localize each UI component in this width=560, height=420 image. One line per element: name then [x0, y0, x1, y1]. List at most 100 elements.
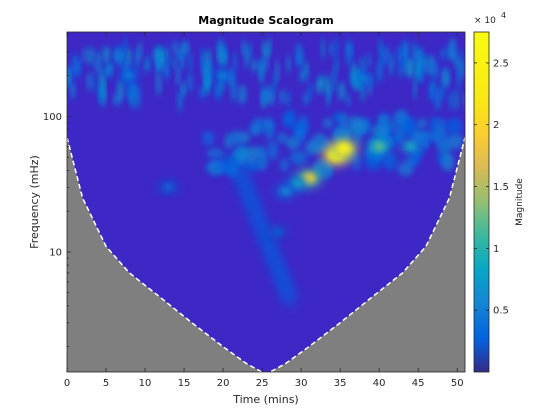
texture-streak	[156, 71, 161, 96]
texture-streak	[83, 47, 88, 63]
scalogram-texture	[67, 35, 465, 307]
texture-streak	[269, 90, 275, 106]
texture-streak	[70, 80, 75, 100]
texture-ridge	[281, 286, 298, 307]
texture-streak	[418, 68, 423, 84]
texture-streak	[316, 78, 324, 94]
texture-streak	[268, 37, 272, 56]
texture-streak	[173, 55, 177, 71]
texture-streak	[238, 84, 246, 105]
cone-of-influence-boundary	[67, 137, 465, 372]
texture-streak	[396, 45, 403, 67]
texture-streak	[334, 37, 339, 61]
texture-streak	[428, 80, 435, 102]
texture-streak	[204, 75, 209, 96]
texture-streak	[440, 86, 445, 101]
texture-blob	[441, 152, 455, 172]
y-tick-label: 100	[43, 112, 62, 123]
texture-streak	[177, 89, 183, 113]
hotspot-core	[124, 72, 134, 80]
texture-blob	[402, 118, 411, 135]
texture-streak	[248, 41, 252, 61]
texture-streak	[448, 46, 455, 62]
plot-frame	[66, 31, 466, 373]
hotspot-core	[405, 142, 416, 151]
texture-streak	[295, 42, 303, 68]
texture-streak	[88, 46, 94, 67]
texture-streak	[454, 90, 459, 112]
texture-streak	[87, 71, 93, 92]
texture-blob	[263, 117, 274, 131]
texture-streak	[360, 55, 366, 77]
y-tick-label: 10	[49, 247, 62, 258]
texture-streak	[251, 58, 258, 73]
texture-streak	[389, 52, 394, 77]
texture-streak	[299, 69, 305, 83]
texture-streak	[423, 53, 429, 77]
texture-blob	[333, 126, 343, 141]
texture-streak	[459, 49, 464, 71]
colorbar-tick-label: 1	[493, 244, 499, 255]
texture-streak	[67, 65, 70, 90]
texture-streak	[215, 81, 220, 97]
texture-blob	[289, 150, 308, 166]
texture-streak	[338, 81, 345, 101]
texture-blob	[417, 135, 430, 146]
texture-streak	[167, 55, 171, 68]
texture-streak	[187, 72, 193, 93]
x-tick-label: 0	[64, 378, 70, 389]
texture-blob	[377, 114, 388, 135]
texture-streak	[449, 90, 454, 111]
x-axis-label: Time (mins)	[232, 393, 298, 406]
texture-streak	[176, 64, 181, 88]
texture-streak	[376, 59, 383, 83]
texture-streak	[103, 45, 110, 64]
texture-streak	[159, 48, 166, 66]
texture-streak	[200, 45, 204, 71]
texture-streak	[346, 92, 351, 107]
texture-streak	[332, 66, 337, 93]
colorbar-tick-label: 2.5	[493, 58, 509, 69]
texture-blob	[352, 152, 362, 171]
texture-streak	[181, 80, 185, 97]
colorbar-multiplier: × 10	[474, 16, 496, 26]
x-tick-label: 20	[217, 378, 230, 389]
texture-blob	[323, 160, 333, 179]
x-tick-label: 10	[139, 378, 152, 389]
colorbar-tick-label: 2	[493, 120, 499, 131]
x-tick-label: 30	[295, 378, 308, 389]
hotspot-core	[358, 75, 369, 83]
texture-streak	[308, 81, 313, 101]
texture-streak	[127, 79, 134, 101]
texture-blob	[445, 117, 463, 135]
texture-streak	[199, 84, 206, 100]
texture-streak	[321, 38, 325, 59]
texture-blob	[394, 126, 404, 140]
texture-blob	[249, 124, 261, 136]
texture-blob	[228, 130, 244, 146]
texture-streak	[431, 60, 439, 80]
texture-streak	[93, 74, 98, 94]
texture-blob	[417, 118, 427, 129]
texture-blob	[277, 132, 289, 144]
x-tick-label: 25	[256, 378, 269, 389]
x-tick-label: 5	[103, 378, 109, 389]
colorbar-exponent: 4	[501, 11, 506, 20]
hotspot-core	[164, 183, 173, 191]
texture-streak	[378, 37, 383, 56]
texture-streak	[303, 91, 309, 106]
texture-streak	[303, 60, 309, 81]
texture-streak	[346, 44, 352, 66]
texture-streak	[334, 57, 339, 73]
texture-streak	[113, 93, 120, 106]
texture-streak	[233, 52, 238, 71]
texture-streak	[133, 83, 141, 110]
hotspot-core	[373, 141, 385, 152]
texture-streak	[259, 59, 264, 85]
texture-blob	[295, 128, 306, 144]
texture-streak	[231, 80, 237, 102]
hotspot-core	[280, 187, 291, 196]
x-tick-label: 45	[412, 378, 425, 389]
texture-streak	[272, 71, 277, 96]
hotspot-core	[336, 142, 352, 155]
